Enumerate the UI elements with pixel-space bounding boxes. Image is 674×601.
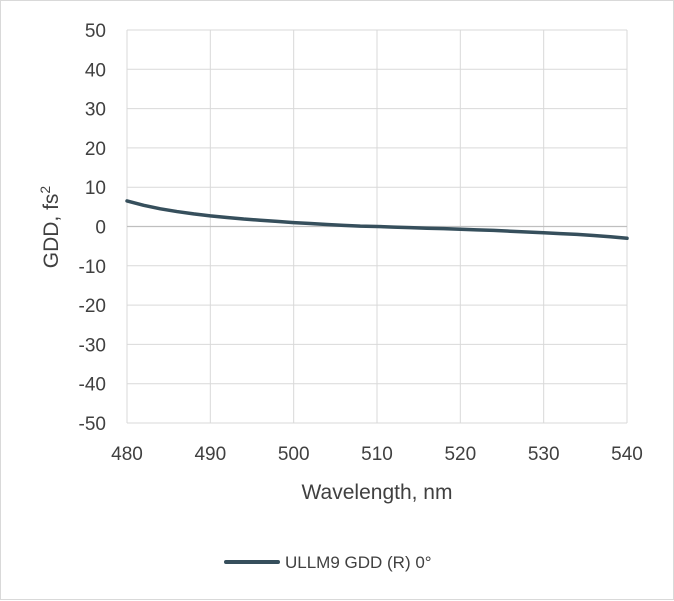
x-tick-label: 500: [278, 444, 310, 465]
x-tick-label: 540: [611, 444, 643, 465]
y-tick-label: 40: [85, 60, 106, 81]
x-tick-label: 490: [194, 444, 226, 465]
y-tick-label: -50: [79, 414, 106, 435]
y-tick-labels: 50 40 30 20 10 0 -10 -20 -30 -40 -50: [79, 21, 106, 435]
y-tick-label: 50: [85, 21, 106, 42]
y-axis-title-main: GDD, fs: [40, 194, 63, 269]
y-axis-title: GDD, fs2: [37, 186, 63, 269]
y-tick-label: -40: [79, 375, 106, 396]
y-tick-label: 30: [85, 100, 106, 121]
y-tick-label: -20: [79, 296, 106, 317]
series-line: [125, 199, 629, 241]
y-axis-title-superscript: 2: [37, 186, 53, 194]
x-tick-labels: 480 490 500 510 520 530 540: [111, 444, 643, 465]
x-tick-label: 520: [444, 444, 476, 465]
x-tick-label: 530: [528, 444, 560, 465]
legend: ULLM9 GDD (R) 0°: [224, 553, 432, 572]
series-layer: [125, 199, 629, 241]
y-tick-label: 10: [85, 178, 106, 199]
y-tick-label: -10: [79, 257, 106, 278]
y-tick-label: -30: [79, 335, 106, 356]
y-tick-label: 20: [85, 139, 106, 160]
x-axis-title: Wavelength, nm: [302, 481, 453, 504]
x-tick-label: 510: [361, 444, 393, 465]
y-tick-label: 0: [95, 218, 106, 239]
x-tick-label: 480: [111, 444, 143, 465]
legend-label: ULLM9 GDD (R) 0°: [285, 553, 432, 572]
